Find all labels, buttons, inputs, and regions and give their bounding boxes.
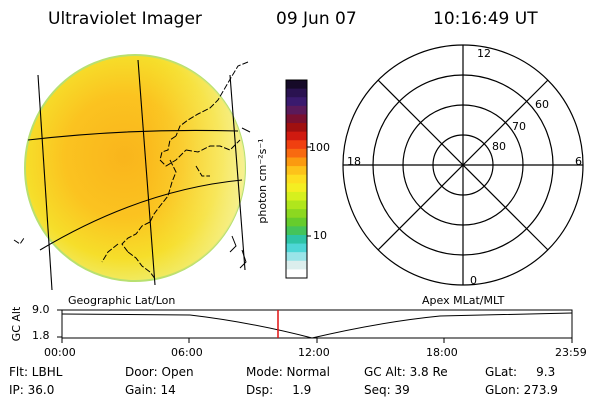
glon-info: GLon: 273.9 xyxy=(485,383,558,397)
colorbar-swatch xyxy=(286,234,307,245)
colorbar-swatch xyxy=(286,226,307,236)
dsp-info: Dsp: 1.9 xyxy=(246,383,312,397)
glat-info: GLat: 9.3 xyxy=(485,365,556,379)
x-tick-2359: 23:59 xyxy=(555,346,587,359)
filter-info: Flt: LBHL xyxy=(9,365,63,379)
polar-label-6: 6 xyxy=(575,155,582,168)
date-label: 09 Jun 07 xyxy=(276,9,357,29)
colorbar-swatch xyxy=(286,183,307,193)
polar-label-18: 18 xyxy=(347,155,361,168)
x-tick-0000: 00:00 xyxy=(44,346,76,359)
time-label: 10:16:49 UT xyxy=(433,9,538,29)
seq-info: Seq: 39 xyxy=(364,383,410,397)
colorbar-swatch xyxy=(286,200,307,210)
colorbar-swatch xyxy=(286,148,307,159)
colorbar-swatch xyxy=(286,157,307,167)
colorbar-swatch xyxy=(286,243,307,253)
colorbar-swatch xyxy=(286,114,307,124)
x-tick-1200: 12:00 xyxy=(298,346,330,359)
altitude-timeline xyxy=(57,309,573,343)
gc-alt-info: GC Alt: 3.8 Re xyxy=(364,365,448,379)
door-info: Door: Open xyxy=(125,365,194,379)
colorbar-swatch xyxy=(286,191,307,202)
colorbar-swatch xyxy=(286,105,307,116)
colorbar-swatch xyxy=(286,131,307,141)
polar-lat-80: 80 xyxy=(492,140,506,153)
y-tick-1-8: 1.8 xyxy=(32,329,50,342)
x-tick-0600: 06:00 xyxy=(171,346,203,359)
polar-mlt-grid xyxy=(342,44,584,286)
x-tick-1800: 18:00 xyxy=(426,346,458,359)
mode-info: Mode: Normal xyxy=(246,365,330,379)
polar-lat-70: 70 xyxy=(512,120,526,133)
apex-coords-title: Apex MLat/MLT xyxy=(422,294,505,307)
colorbar-tick-10: 10 xyxy=(313,229,327,242)
gain-info: Gain: 14 xyxy=(125,383,176,397)
polar-lat-60: 60 xyxy=(535,98,549,111)
colorbar xyxy=(285,79,311,279)
ip-info: IP: 36.0 xyxy=(9,383,55,397)
colorbar-swatch xyxy=(286,174,307,184)
colorbar-swatch xyxy=(286,88,307,98)
colorbar-swatch xyxy=(286,260,307,270)
colorbar-swatch xyxy=(286,166,307,176)
y-tick-9: 9.0 xyxy=(32,303,50,316)
colorbar-swatch xyxy=(286,80,307,90)
y-axis-label: GC Alt xyxy=(10,306,23,342)
polar-label-0: 0 xyxy=(470,274,477,287)
colorbar-tick-100: 100 xyxy=(309,141,330,154)
colorbar-swatch xyxy=(286,97,307,107)
colorbar-swatch xyxy=(286,269,307,279)
colorbar-swatch xyxy=(286,123,307,133)
colorbar-swatch xyxy=(286,252,307,262)
colorbar-swatch xyxy=(286,217,307,227)
polar-label-12: 12 xyxy=(477,47,491,60)
instrument-title: Ultraviolet Imager xyxy=(48,9,202,29)
colorbar-unit-label: photon cm⁻²s⁻¹ xyxy=(256,138,269,224)
geo-coords-title: Geographic Lat/Lon xyxy=(68,294,176,307)
colorbar-swatch xyxy=(286,140,307,150)
auroral-image xyxy=(13,54,251,291)
colorbar-swatch xyxy=(286,209,307,219)
